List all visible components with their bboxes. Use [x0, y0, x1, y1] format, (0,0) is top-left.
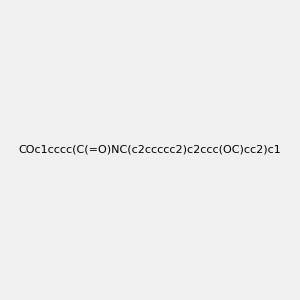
Text: COc1cccc(C(=O)NC(c2ccccc2)c2ccc(OC)cc2)c1: COc1cccc(C(=O)NC(c2ccccc2)c2ccc(OC)cc2)c… — [19, 145, 281, 155]
